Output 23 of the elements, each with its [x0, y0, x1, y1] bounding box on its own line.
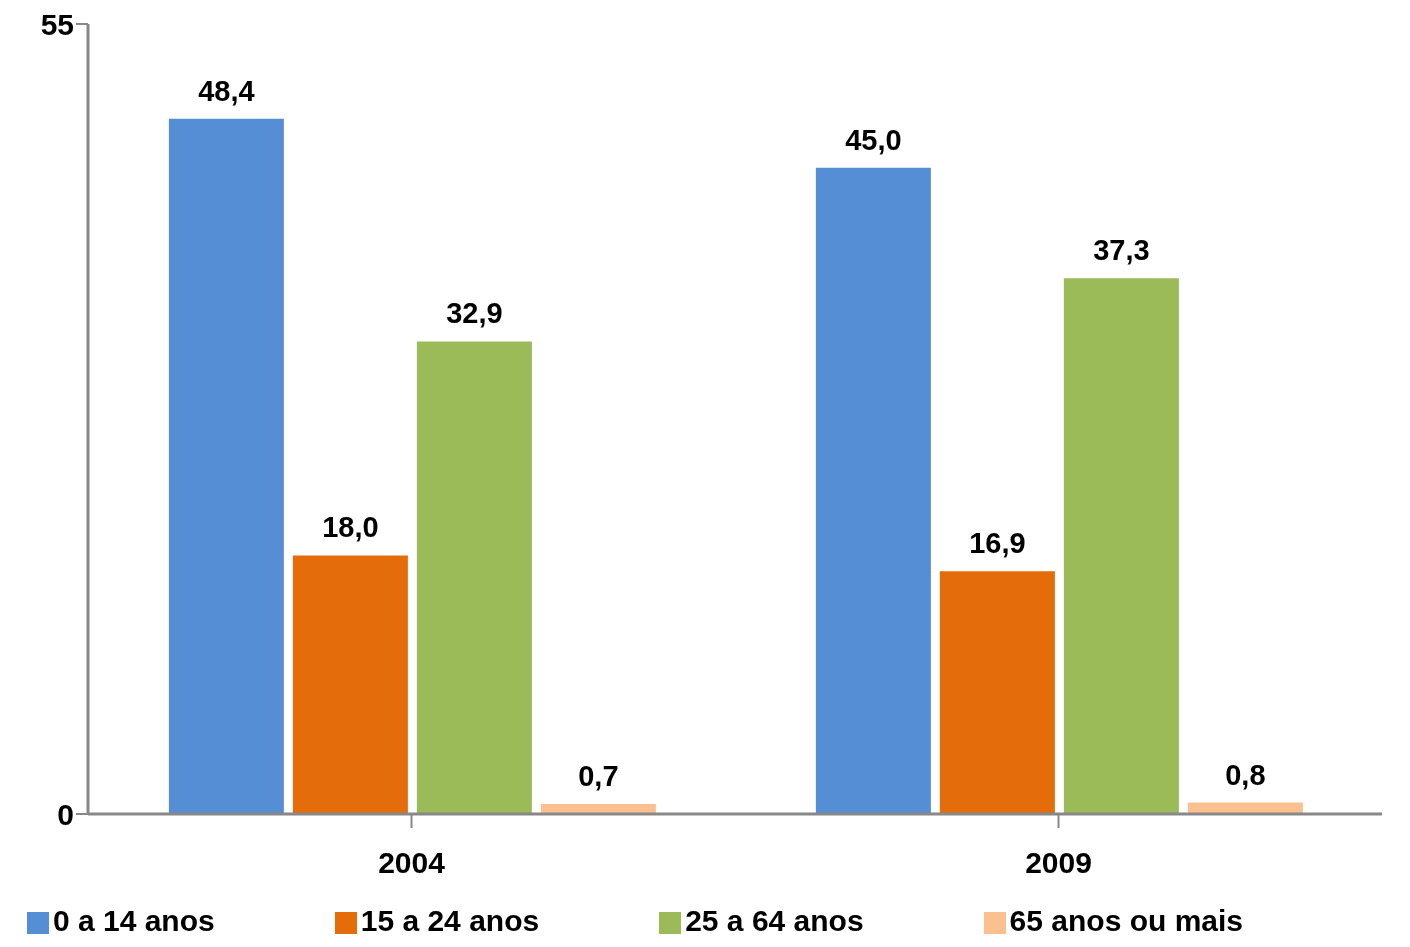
x-tick-label: 2004: [378, 846, 446, 880]
bar: [416, 341, 532, 814]
data-label: 45,0: [845, 123, 902, 156]
bar: [540, 803, 656, 814]
data-label: 32,9: [446, 297, 503, 330]
legend-label: 0 a 14 anos: [52, 904, 215, 937]
bar: [292, 555, 408, 814]
data-label: 16,9: [969, 527, 1026, 560]
data-label: 18,0: [322, 511, 379, 544]
legend-label: 25 a 64 anos: [685, 904, 864, 937]
bar: [939, 571, 1055, 814]
bar: [815, 167, 931, 814]
legend-label: 15 a 24 anos: [360, 904, 540, 937]
bar: [168, 118, 284, 814]
legend-label: 65 anos ou mais: [1009, 904, 1244, 937]
bar: [1063, 278, 1179, 814]
data-label: 37,3: [1093, 234, 1150, 267]
x-tick-label: 2009: [1025, 846, 1092, 880]
data-label: 0,7: [578, 759, 619, 792]
y-tick-label: 55: [40, 7, 74, 41]
data-label: 48,4: [198, 74, 255, 107]
data-label: 0,8: [1225, 758, 1266, 791]
y-tick-label: 0: [57, 797, 74, 831]
